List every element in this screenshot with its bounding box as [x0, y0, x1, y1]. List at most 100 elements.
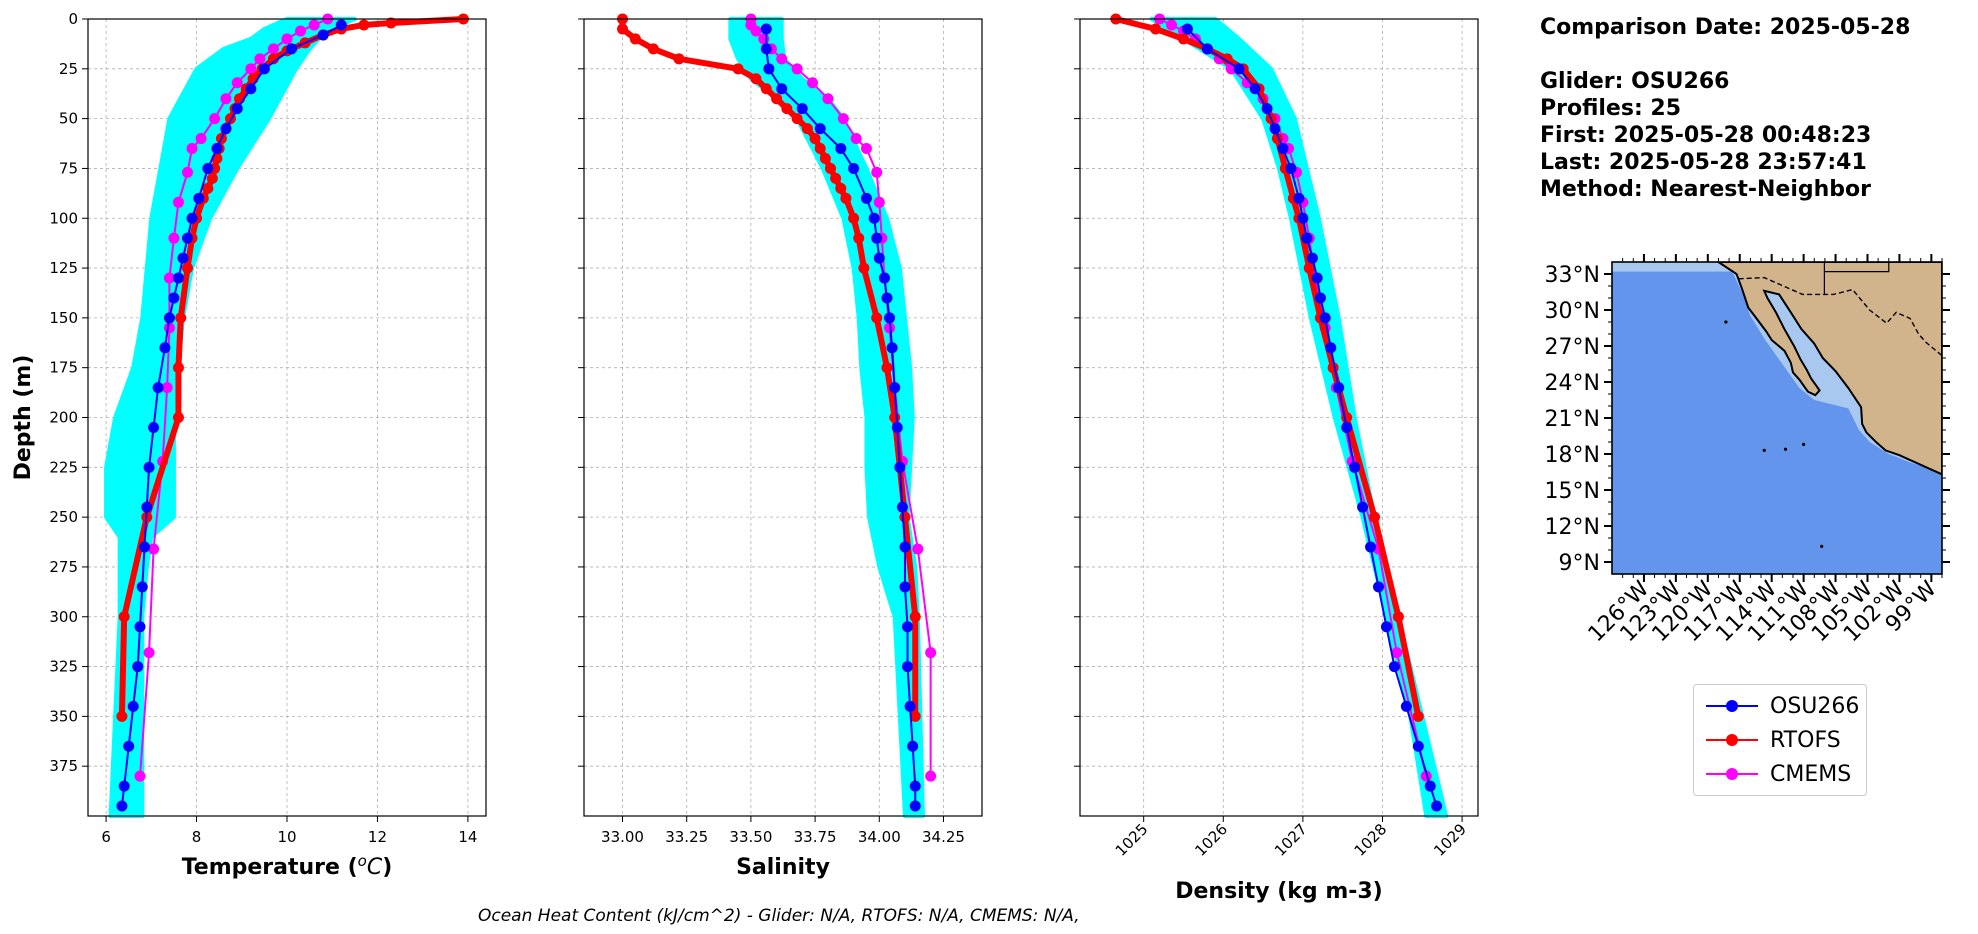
rtofs-point	[825, 162, 837, 174]
legend-label: OSU266	[1770, 693, 1860, 719]
x-axis-label: Temperature (oC)	[182, 852, 393, 880]
rtofs-point	[202, 182, 214, 194]
x-tick-label: 33.50	[729, 828, 772, 846]
ohc-footnote: Ocean Heat Content (kJ/cm^2) - Glider: N…	[478, 906, 1080, 926]
osu266-point	[172, 272, 184, 284]
x-tick-label: 1029	[1430, 820, 1470, 860]
last-time: Last: 2025-05-28 23:57:41	[1540, 150, 1867, 175]
osu266-point	[899, 541, 911, 553]
osu266-point	[1297, 212, 1309, 224]
cmems-point	[143, 647, 155, 659]
osu266-point	[891, 421, 903, 433]
x-tick-label: 12	[368, 828, 387, 846]
cmems-point	[254, 53, 266, 65]
rtofs-point	[118, 611, 130, 623]
osu266-point	[1357, 501, 1369, 513]
osu266-line	[765, 28, 917, 807]
osu266-point	[886, 342, 898, 354]
x-tick-label: 33.00	[601, 828, 644, 846]
x-tick-label: 33.25	[665, 828, 708, 846]
osu266-point	[1261, 103, 1273, 115]
rtofs-point	[819, 152, 831, 164]
map-lat-label: 33°N	[1545, 263, 1600, 288]
osu266-point	[211, 143, 223, 155]
rtofs-point	[781, 103, 793, 115]
osu266-point	[1349, 461, 1361, 473]
osu266-point	[141, 501, 153, 513]
cmems-point	[186, 143, 198, 155]
rtofs-point	[732, 63, 744, 75]
cmems-point	[873, 196, 885, 208]
rtofs-point	[116, 710, 128, 722]
osu266-point	[894, 461, 906, 473]
osu266-point	[835, 143, 847, 155]
land-mexico	[1716, 262, 1942, 476]
cmems-point	[195, 133, 207, 145]
rtofs-point	[899, 511, 911, 523]
osu266-point	[1388, 661, 1400, 673]
osu266-point	[1333, 382, 1345, 394]
osu266-point	[258, 63, 270, 75]
y-tick-label: 100	[49, 209, 78, 227]
rtofs-point	[647, 43, 659, 55]
y-tick-label: 325	[49, 658, 78, 676]
osu266-point	[220, 123, 232, 135]
cmems-point	[308, 19, 320, 31]
osu266-point	[871, 232, 883, 244]
osu266-point	[245, 83, 257, 95]
map-area	[1612, 262, 1942, 574]
rtofs-point	[909, 611, 921, 623]
rtofs-point	[760, 83, 772, 95]
osu266-point	[1314, 292, 1326, 304]
x-tick-label: 6	[101, 828, 111, 846]
osu266-point	[1233, 63, 1245, 75]
rtofs-point	[835, 182, 847, 194]
osu266-point	[143, 461, 155, 473]
cmems-point	[1166, 19, 1178, 31]
comparison-date: Comparison Date: 2025-05-28	[1540, 15, 1911, 40]
osu266-point	[1293, 192, 1305, 204]
rtofs-point	[814, 143, 826, 155]
legend-label: RTOFS	[1770, 727, 1841, 753]
osu266-point	[904, 700, 916, 712]
osu266-point	[148, 421, 160, 433]
osu266-point	[317, 29, 329, 41]
cmems-point	[750, 25, 762, 37]
osu266-point	[134, 621, 146, 633]
rtofs-point	[172, 362, 184, 374]
osu266-point	[1365, 541, 1377, 553]
cmems-point	[822, 93, 834, 105]
map-lat-label: 15°N	[1545, 479, 1600, 504]
rtofs-point	[629, 33, 641, 45]
rtofs-point	[889, 412, 901, 423]
legend-item-glider: OSU266	[1706, 691, 1859, 721]
cmems-point	[161, 382, 173, 394]
osu266-point	[139, 541, 151, 553]
osu266-point	[163, 312, 175, 324]
osu266-point	[1277, 143, 1289, 155]
x-tick-label: 1027	[1271, 820, 1311, 860]
osu266-point	[1431, 800, 1443, 812]
x-tick-label: 10	[277, 828, 296, 846]
map-lat-label: 24°N	[1545, 371, 1600, 396]
map-lat-label: 27°N	[1545, 335, 1600, 360]
osu266-point	[1412, 740, 1424, 752]
rtofs-point	[853, 232, 865, 244]
rtofs-point	[848, 212, 860, 224]
cmems-point	[209, 113, 221, 125]
cmems-point	[134, 770, 146, 782]
x-tick-label: 8	[192, 828, 202, 846]
rtofs-point	[206, 172, 218, 184]
osu266-point	[1269, 123, 1281, 135]
x-tick-label: 34.25	[922, 828, 965, 846]
y-tick-label: 350	[49, 707, 78, 725]
x-tick-label: 1025	[1112, 820, 1152, 860]
cmems-point	[871, 166, 883, 178]
rtofs-point	[1177, 33, 1189, 45]
osu266-point	[136, 581, 148, 593]
osu266-point	[132, 661, 144, 673]
osu266-point	[763, 63, 775, 75]
legend-swatch	[1706, 725, 1758, 755]
osu266-point	[1181, 23, 1193, 35]
map-lat-label: 12°N	[1545, 515, 1600, 540]
